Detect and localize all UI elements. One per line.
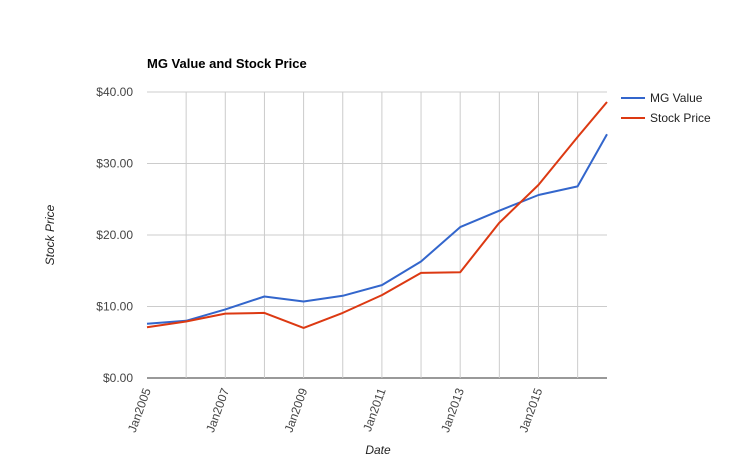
series-lines bbox=[146, 101, 608, 329]
series-line-mg-value bbox=[146, 133, 608, 325]
legend: MG Value Stock Price bbox=[621, 91, 711, 125]
x-axis-title: Date bbox=[365, 443, 391, 457]
y-tick-labels: $0.00 $10.00 $20.00 $30.00 $40.00 bbox=[96, 85, 133, 385]
y-axis-title: Stock Price bbox=[43, 204, 57, 265]
y-tick-label: $10.00 bbox=[96, 300, 133, 314]
gridlines bbox=[147, 91, 607, 379]
y-tick-label: $20.00 bbox=[96, 228, 133, 242]
y-tick-label: $0.00 bbox=[103, 371, 133, 385]
y-tick-label: $30.00 bbox=[96, 157, 133, 171]
legend-label-mg-value: MG Value bbox=[650, 91, 703, 105]
y-tick-label: $40.00 bbox=[96, 85, 133, 99]
series-line-stock-price bbox=[146, 101, 608, 329]
legend-label-stock-price: Stock Price bbox=[650, 111, 711, 125]
chart-title: MG Value and Stock Price bbox=[147, 56, 307, 71]
